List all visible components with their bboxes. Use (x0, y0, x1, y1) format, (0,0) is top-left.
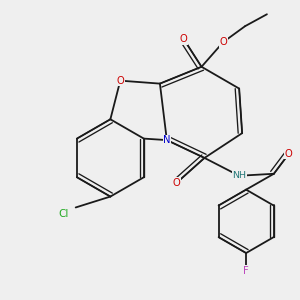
Text: O: O (173, 178, 181, 188)
Text: N: N (163, 135, 171, 145)
Text: O: O (116, 76, 124, 85)
Text: O: O (219, 37, 227, 47)
Text: NH: NH (232, 171, 246, 180)
Text: O: O (180, 34, 188, 44)
Text: Cl: Cl (58, 209, 69, 219)
Text: O: O (285, 149, 292, 159)
Text: F: F (243, 266, 249, 276)
